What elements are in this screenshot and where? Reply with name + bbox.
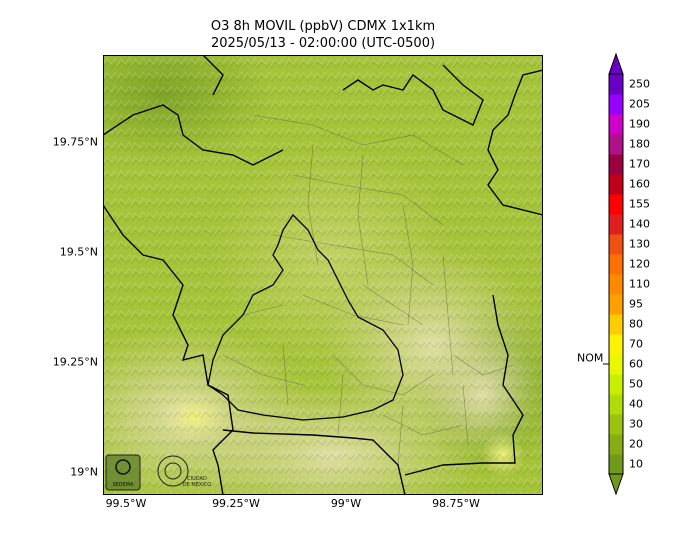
- colorbar-tick-label: 180: [629, 137, 650, 151]
- map-title-line2: 2025/05/13 - 02:00:00 (UTC-0500): [210, 36, 436, 51]
- colorbar-tick-label: 190: [629, 117, 650, 131]
- colorbar-tick-label: 95: [629, 297, 643, 311]
- colorbar-tick-label: 10: [629, 457, 643, 471]
- colorbar-tick-label: 120: [629, 257, 650, 271]
- colorbar-segment-170: [609, 154, 623, 175]
- colorbar-tick-label: 80: [629, 317, 643, 331]
- lon-label-99-5: 99.5°W: [105, 497, 147, 510]
- state-boundaries: [103, 55, 543, 495]
- colorbar-segment-80: [609, 314, 623, 335]
- colorbar-tick-label: 50: [629, 377, 643, 391]
- colorbar-tick-label: 30: [629, 417, 643, 431]
- colorbar-tick-label: 140: [629, 217, 650, 231]
- colorbar-segment-70: [609, 334, 623, 355]
- map-title-line1: O3 8h MOVIL (ppbV) CDMX 1x1km: [210, 19, 436, 34]
- lat-label-19-25: 19.25°N: [52, 355, 98, 369]
- ozone-map: SEDEMA CIUDAD DE MÉXICO: [103, 55, 543, 495]
- colorbar-segment-110: [609, 274, 623, 295]
- sedema-logo: SEDEMA: [105, 454, 141, 491]
- colorbar-segment-60: [609, 354, 623, 375]
- colorbar-segment-180: [609, 134, 623, 155]
- colorbar-segment-130: [609, 234, 623, 255]
- colorbar-segment-205: [609, 94, 623, 115]
- nom-label: NOM: [577, 351, 604, 365]
- colorbar-segment-20: [609, 434, 623, 455]
- municipal-boundaries: [222, 114, 514, 466]
- colorbar-segment-10: [609, 454, 623, 475]
- colorbar-tick-label: 170: [629, 157, 650, 171]
- colorbar-segment-140: [609, 214, 623, 235]
- colorbar-segment-95: [609, 294, 623, 315]
- colorbar-segment-160: [609, 174, 623, 195]
- lat-label-19: 19°N: [70, 465, 98, 479]
- lat-label-19-75: 19.75°N: [52, 135, 98, 149]
- map-frame: [103, 55, 543, 495]
- svg-text:DE MÉXICO: DE MÉXICO: [183, 480, 211, 488]
- svg-text:CIUDAD: CIUDAD: [187, 476, 207, 482]
- cdmx-logo: CIUDAD DE MÉXICO: [157, 455, 211, 488]
- colorbar-segment-40: [609, 394, 623, 415]
- colorbar-extend-low: [608, 473, 624, 496]
- colorbar-frame: [608, 73, 624, 475]
- colorbar-extend-high: [608, 52, 624, 75]
- colorbar-segment-190: [609, 114, 623, 135]
- lat-label-19-5: 19.5°N: [59, 245, 98, 259]
- colorbar-tick-label: 250: [629, 77, 650, 91]
- svg-text:SEDEMA: SEDEMA: [112, 482, 134, 488]
- cdmx-boundary: [207, 213, 404, 421]
- colorbar-tick-label: 70: [629, 337, 643, 351]
- colorbar-tick-label: 205: [629, 97, 650, 111]
- colorbar-segment-250: [609, 74, 623, 95]
- lon-label-98-75: 98.75°W: [432, 497, 480, 510]
- colorbar-tick-label: 155: [629, 197, 650, 211]
- lon-label-99-25: 99.25°W: [212, 497, 260, 510]
- colorbar-segment-50: [609, 374, 623, 395]
- colorbar: [603, 52, 624, 496]
- colorbar-segment-155: [609, 194, 623, 215]
- colorbar-tick-label: 60: [629, 357, 643, 371]
- colorbar-tick-label: 20: [629, 437, 643, 451]
- colorbar-tick-label: 130: [629, 237, 650, 251]
- colorbar-segment-120: [609, 254, 623, 275]
- colorbar-tick-label: 160: [629, 177, 650, 191]
- lon-label-99: 99°W: [330, 497, 362, 510]
- colorbar-segment-30: [609, 414, 623, 435]
- colorbar-tick-label: 40: [629, 397, 643, 411]
- colorbar-tick-label: 110: [629, 277, 650, 291]
